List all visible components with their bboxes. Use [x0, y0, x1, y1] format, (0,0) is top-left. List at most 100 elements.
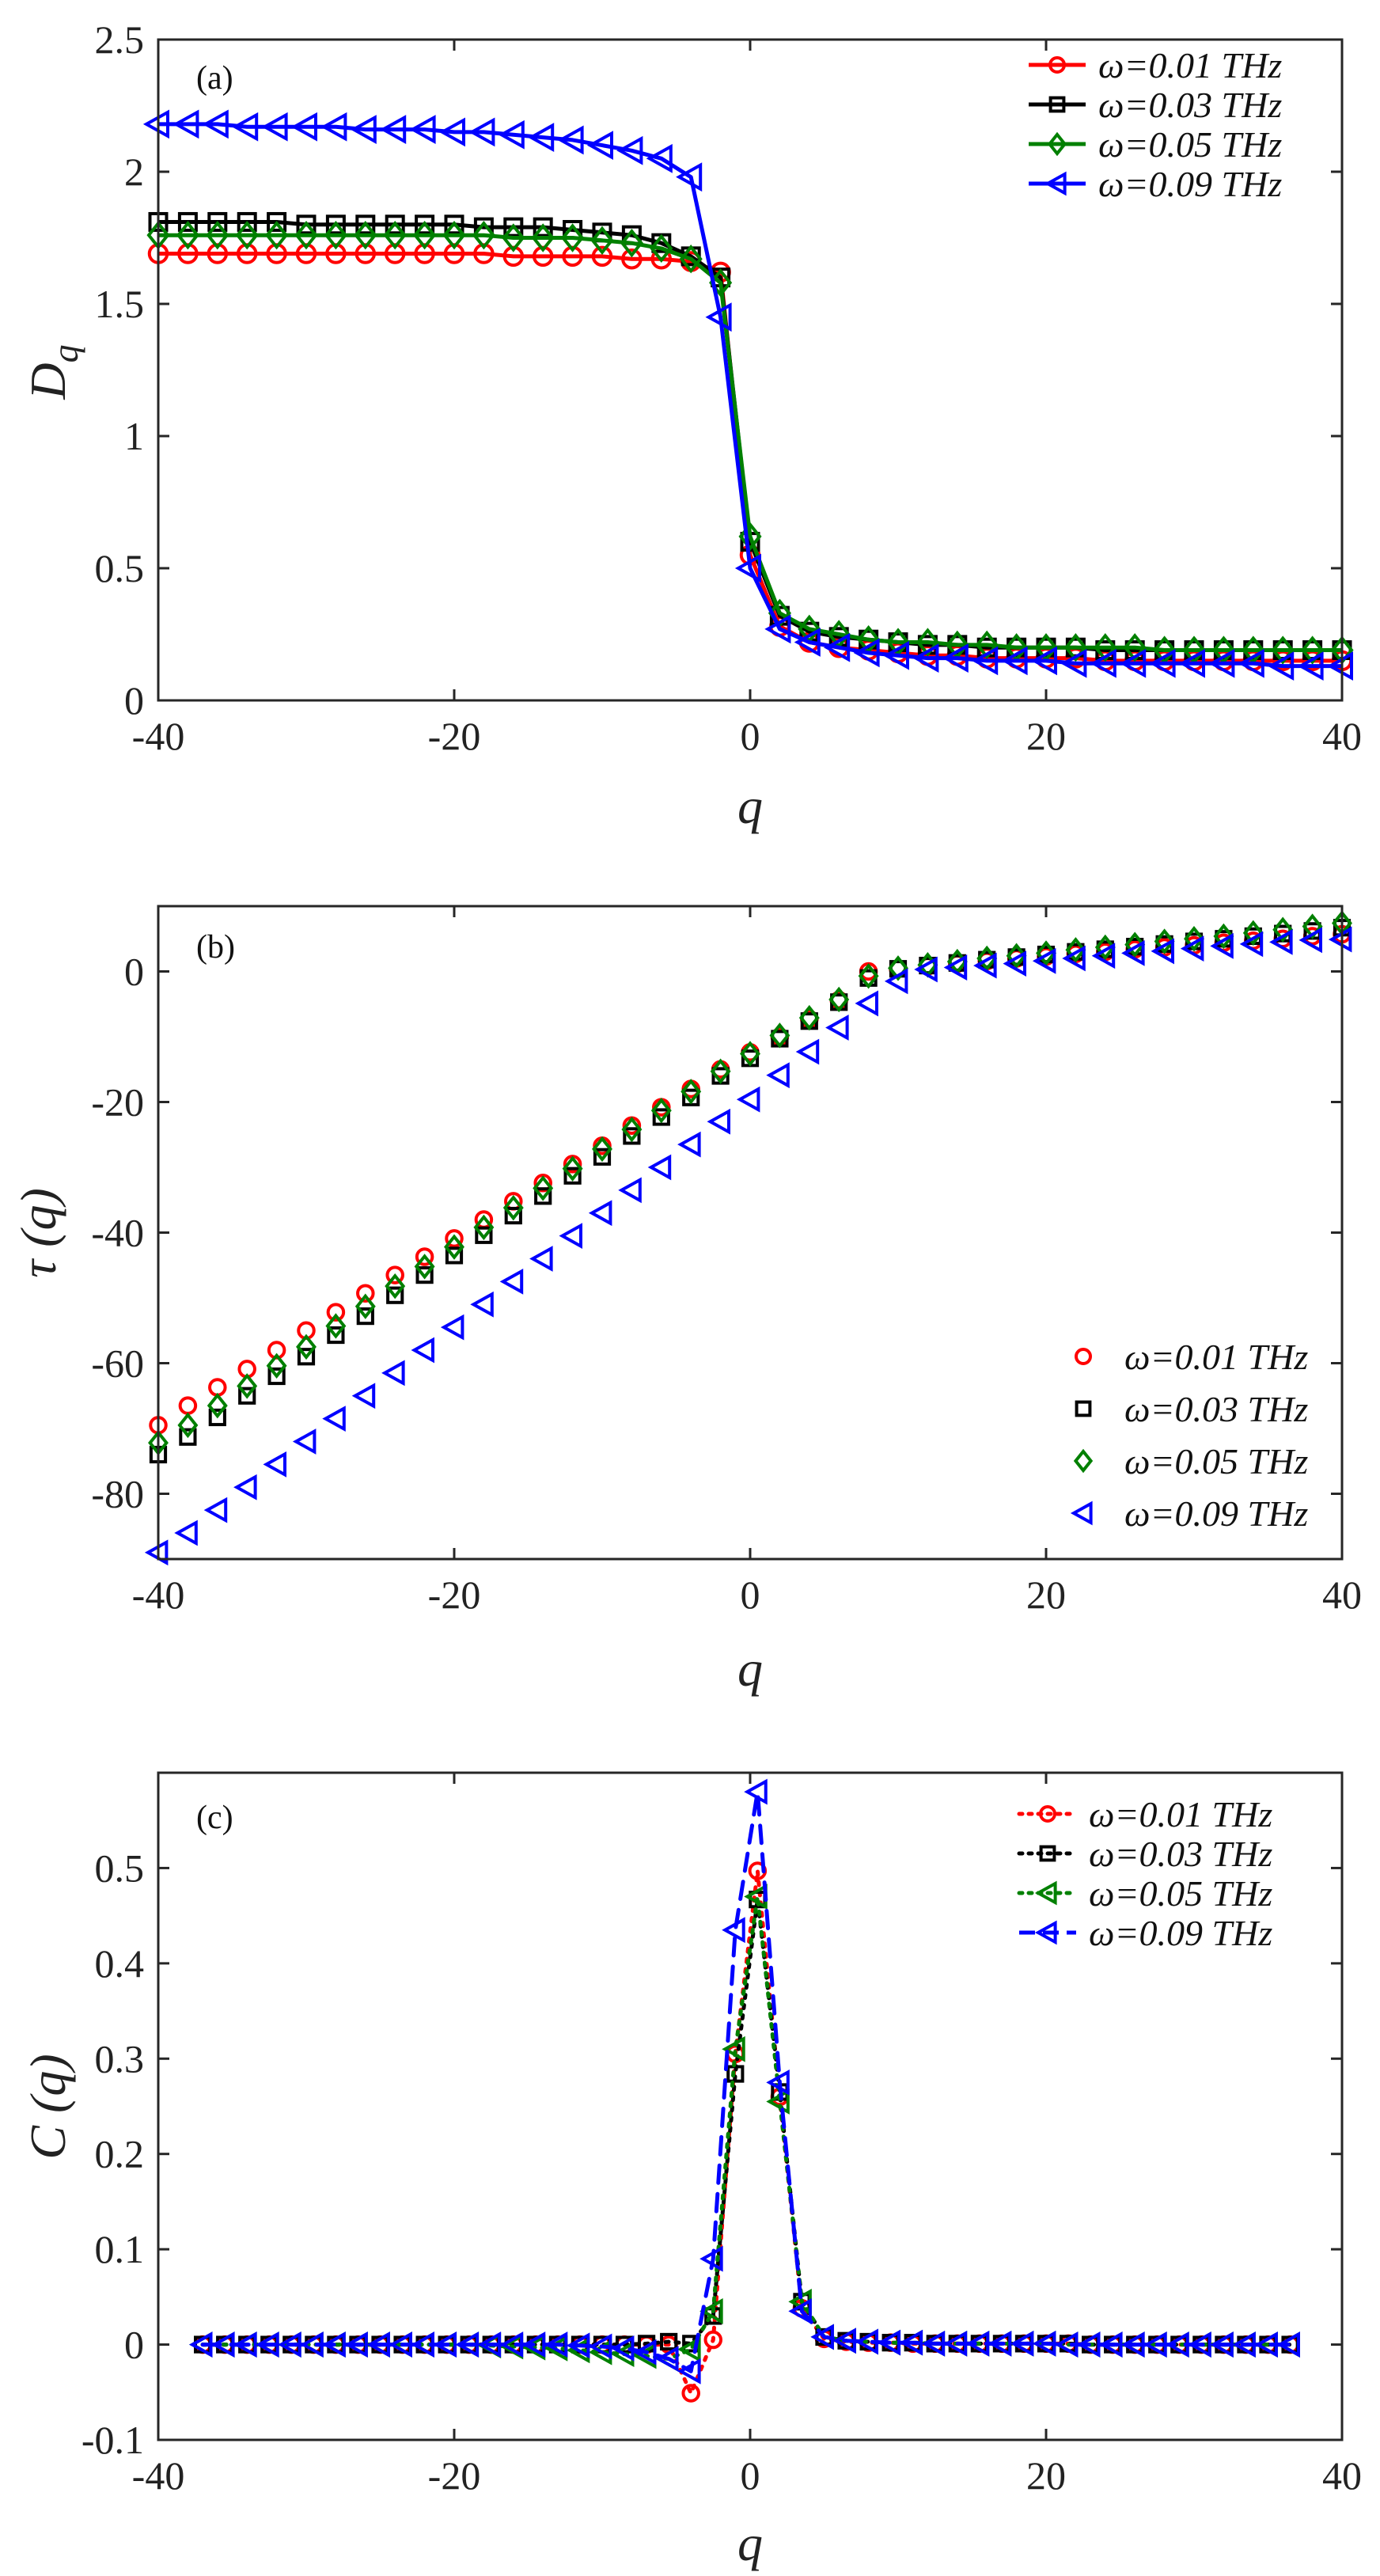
data-point: [502, 1194, 524, 1221]
data-point: [202, 109, 229, 139]
data-point: [1301, 635, 1325, 665]
y-tick-label: 0.3: [95, 2036, 145, 2081]
panel-b-ylabel: τ (q): [10, 1188, 66, 1278]
series-line: [200, 1789, 1292, 2373]
legend-label: ω=0.09 THz: [1089, 1913, 1272, 1953]
data-point: [533, 1175, 554, 1201]
data-point: [726, 2065, 745, 2083]
data-point: [366, 2331, 390, 2358]
legend-marker: [1075, 1348, 1092, 1365]
data-point: [561, 223, 585, 252]
data-point: [1090, 648, 1117, 678]
data-point: [855, 990, 878, 1017]
data-point: [1269, 928, 1293, 955]
data-point: [1063, 632, 1087, 662]
x-tick-label: -20: [428, 714, 481, 758]
data-point: [681, 2384, 700, 2403]
data-point: [559, 1223, 582, 1250]
data-point: [179, 1428, 197, 1446]
panel-c-xlabel: q: [737, 2515, 763, 2571]
data-point: [707, 1108, 730, 1135]
data-point: [975, 630, 999, 660]
data-point: [766, 1062, 790, 1089]
data-point: [1060, 648, 1087, 678]
data-point: [322, 2331, 346, 2358]
data-point: [586, 131, 613, 160]
data-point: [620, 228, 643, 258]
data-point: [188, 2331, 213, 2358]
data-point: [766, 2088, 790, 2115]
panel-c-ticks: -40 -20 0 20 40 -0.1 0 0.1 0.2 0.3 0.4 0.5: [82, 1773, 1362, 2498]
data-point: [1239, 931, 1264, 958]
data-point: [267, 211, 287, 232]
legend-entry: ω=0.01 THz: [1029, 45, 1282, 85]
data-point: [533, 217, 553, 237]
data-point: [722, 2035, 745, 2062]
data-point: [858, 963, 879, 989]
data-point: [722, 1917, 745, 1944]
data-point: [1143, 2331, 1167, 2358]
data-point: [655, 2346, 679, 2373]
data-point: [344, 2331, 368, 2358]
x-tick-label: -20: [428, 2453, 481, 2498]
x-tick-label: -40: [132, 1573, 185, 1617]
data-point: [261, 112, 288, 142]
y-tick-label: 0: [124, 950, 144, 994]
data-point: [705, 302, 732, 332]
data-point: [1271, 635, 1295, 665]
y-tick-label: 0.4: [95, 1941, 145, 1986]
data-point: [206, 220, 229, 250]
data-point: [211, 2331, 235, 2358]
data-point: [1151, 938, 1174, 965]
data-point: [616, 135, 643, 165]
panel-a-ticks: -40 -20 0 20 40 0 0.5 1 1.5 2 2.5: [95, 17, 1363, 758]
data-point: [433, 2331, 457, 2358]
x-tick-label: 40: [1322, 2453, 1362, 2498]
data-point: [445, 1229, 464, 1248]
data-point: [943, 954, 968, 981]
data-point: [502, 223, 525, 252]
data-point: [470, 1291, 494, 1318]
y-tick-label: -80: [91, 1472, 144, 1516]
data-point: [385, 1273, 406, 1299]
x-tick-label: 0: [741, 714, 760, 758]
data-point: [415, 214, 435, 235]
x-tick-label: -20: [428, 1573, 481, 1617]
data-point: [557, 125, 584, 155]
legend-marker: [1039, 1805, 1056, 1823]
data-point: [356, 1284, 375, 1303]
series-3: [144, 926, 1352, 1566]
data-point: [265, 220, 289, 250]
data-point: [415, 1266, 434, 1284]
data-point: [415, 1247, 434, 1266]
data-point: [1298, 927, 1322, 954]
legend-entry: ω=0.03 THz: [1029, 85, 1282, 125]
legend-label: ω=0.01 THz: [1089, 1794, 1272, 1834]
data-point: [1010, 2330, 1034, 2357]
data-point: [1210, 2331, 1234, 2358]
data-point: [292, 1428, 317, 1455]
legend-marker: [1044, 171, 1067, 196]
chart-panel-a: -40 -20 0 20 40 0 0.5 1 1.5 2 2.5 (a) q Dq ω=0.01 …: [20, 17, 1362, 834]
data-point: [1006, 943, 1027, 969]
legend-entry: ω=0.03 THz: [1075, 1389, 1308, 1429]
data-point: [588, 2333, 612, 2360]
data-point: [677, 2358, 701, 2384]
x-tick-label: 40: [1322, 1573, 1362, 1617]
data-point: [326, 1303, 346, 1322]
data-point: [736, 1086, 760, 1113]
data-point: [1180, 935, 1204, 962]
data-point: [677, 2336, 701, 2362]
data-point: [296, 214, 317, 235]
data-point: [734, 553, 761, 583]
data-point: [533, 1174, 552, 1193]
legend-entry: ω=0.05 THz: [1029, 124, 1282, 165]
data-point: [563, 1167, 582, 1185]
data-point: [177, 1412, 199, 1439]
data-point: [473, 1214, 495, 1241]
data-point: [660, 2332, 678, 2351]
data-point: [621, 248, 643, 270]
data-point: [208, 1408, 226, 1427]
data-point: [590, 226, 614, 256]
